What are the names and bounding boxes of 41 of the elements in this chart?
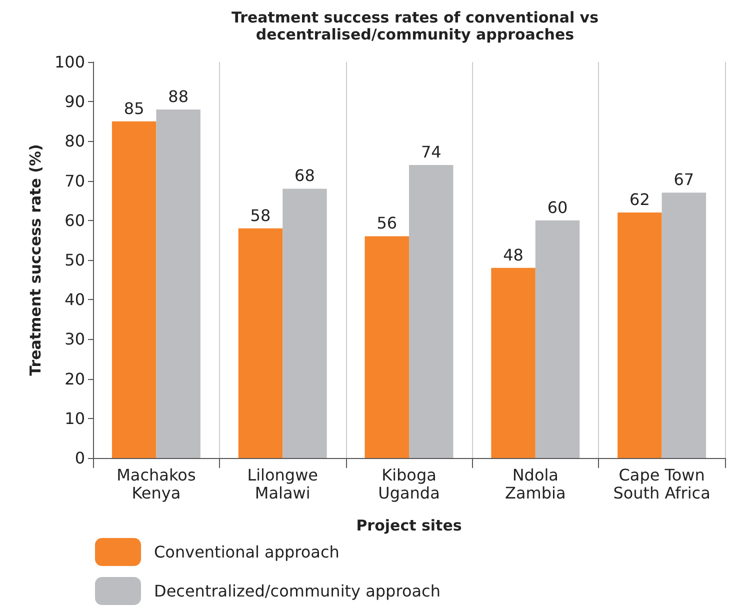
y-tick-label: 50 <box>64 250 85 270</box>
bar <box>238 228 283 458</box>
bar <box>364 236 409 458</box>
y-tick-label: 90 <box>64 92 85 112</box>
y-tick-label: 30 <box>64 330 85 349</box>
y-tick-label: 60 <box>64 210 85 230</box>
y-tick-label: 0 <box>74 448 85 468</box>
bar <box>409 164 454 458</box>
bar <box>535 220 580 458</box>
x-tick-label: Ndola Zambia <box>505 466 566 502</box>
x-tick-label: Machakos Kenya <box>116 466 196 502</box>
data-label: 58 <box>250 206 271 225</box>
data-label: 56 <box>376 214 398 233</box>
x-tick-label: Kiboga Uganda <box>378 466 440 502</box>
x-tick-label: Cape Town South Africa <box>613 466 710 502</box>
data-label: 74 <box>420 142 442 162</box>
y-tick-label: 10 <box>64 408 85 428</box>
bar <box>662 192 706 458</box>
bar <box>112 121 156 458</box>
legend-label: Decentralized/community approach <box>154 582 440 600</box>
bar <box>282 188 327 458</box>
y-axis-title: Treatment success rate (%) <box>26 144 44 376</box>
data-label: 88 <box>168 87 188 106</box>
data-label: 60 <box>547 198 568 217</box>
bar <box>156 110 200 458</box>
y-tick-label: 100 <box>54 52 85 72</box>
data-label: 68 <box>294 166 315 186</box>
chart-title: Treatment success rates of conventional vs decentralised/community approaches <box>231 8 599 44</box>
y-tick-label: 70 <box>64 171 85 190</box>
y-tick-label: 20 <box>64 369 85 388</box>
x-axis-title: Project sites <box>356 516 462 534</box>
bar <box>491 268 536 458</box>
data-label: 62 <box>630 190 650 209</box>
x-tick-label: Lilongwe Malawi <box>247 466 318 502</box>
y-tick-label: 40 <box>64 290 85 310</box>
y-tick-label: 80 <box>64 132 85 151</box>
bar <box>618 212 662 458</box>
data-label: 48 <box>503 245 524 264</box>
legend-label: Conventional approach <box>154 542 340 562</box>
data-label: 85 <box>124 98 144 118</box>
data-label: 67 <box>674 170 694 190</box>
